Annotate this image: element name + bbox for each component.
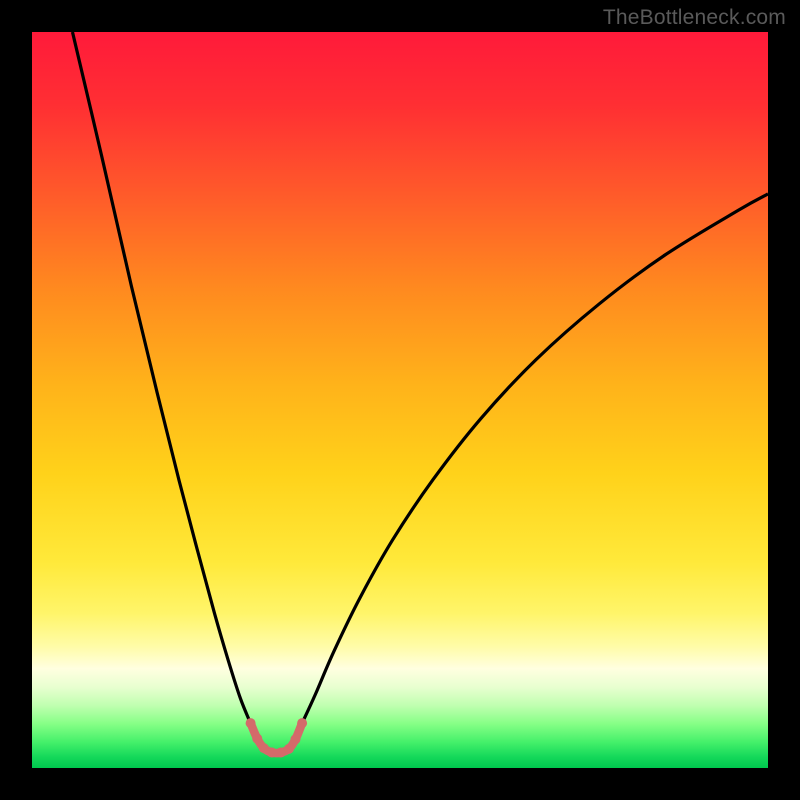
gradient-background: [32, 32, 768, 768]
watermark-text: TheBottleneck.com: [603, 6, 786, 30]
chart-frame: [32, 32, 768, 768]
chart-svg: [32, 32, 768, 768]
